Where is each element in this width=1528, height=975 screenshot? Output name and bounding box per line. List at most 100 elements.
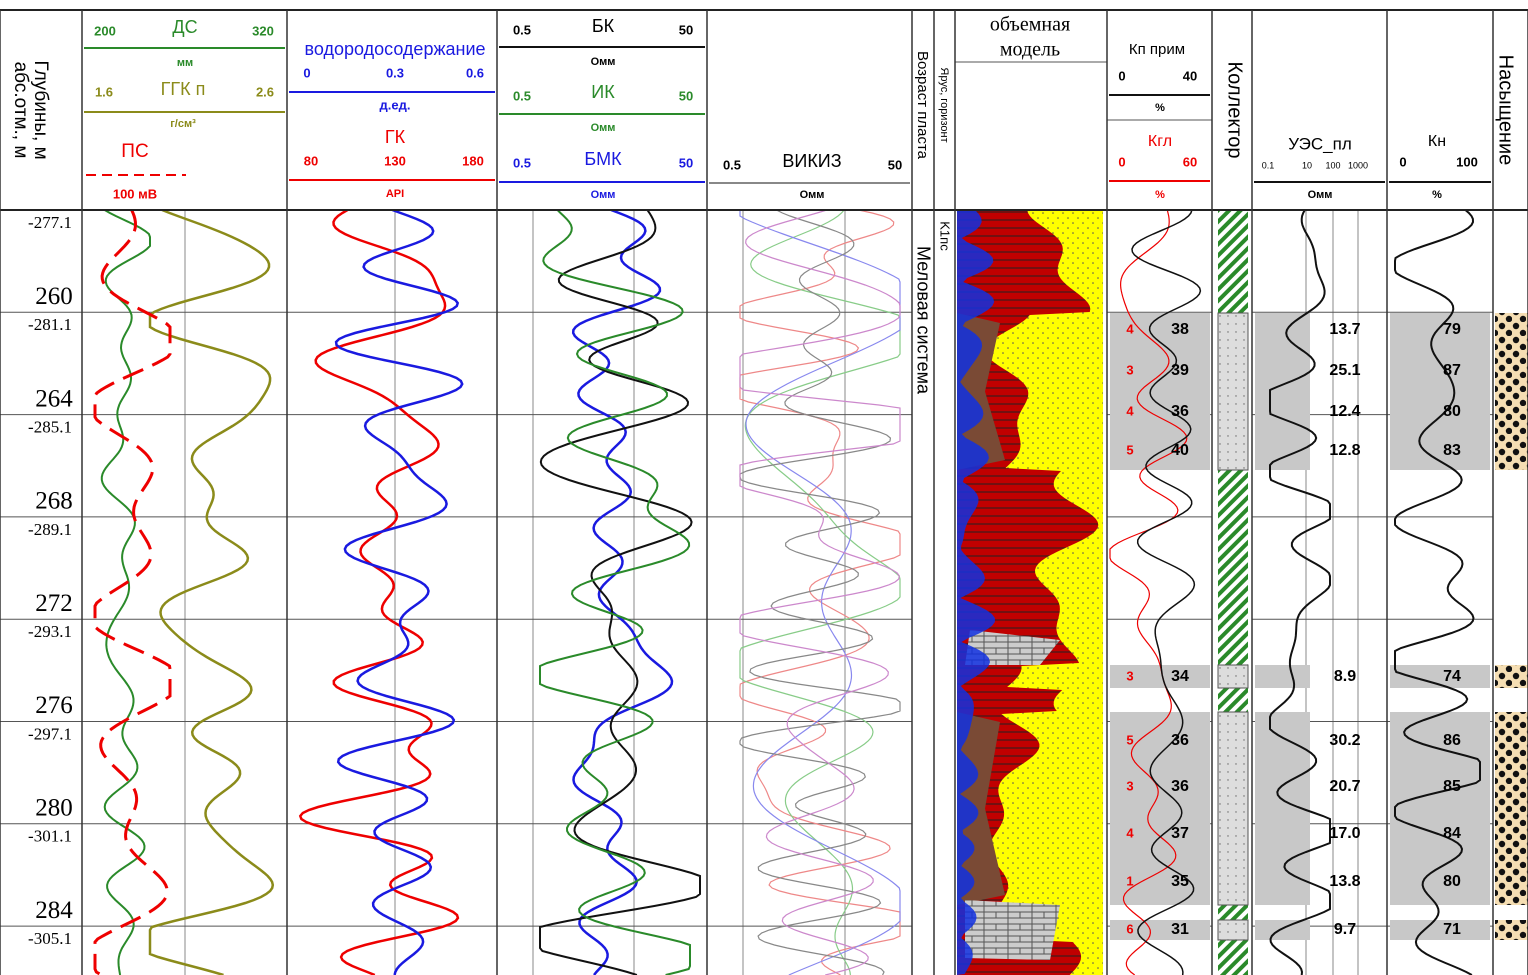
kgl-value: 5 (1126, 732, 1133, 747)
kn-value: 86 (1443, 732, 1461, 749)
ues-value: 17.0 (1329, 825, 1360, 842)
log-curve (336, 210, 462, 975)
unit: д.ед. (380, 97, 411, 112)
ues-value: 12.8 (1329, 442, 1360, 459)
depth-label: 272 (35, 590, 73, 617)
interval-band (1110, 665, 1210, 688)
scale-tick: 100 (1325, 160, 1340, 170)
kp-value: 36 (1171, 403, 1189, 420)
ues-value: 8.9 (1334, 668, 1356, 685)
ues-value: 20.7 (1329, 778, 1360, 795)
kgl-value: 3 (1126, 668, 1133, 683)
kn-value: 71 (1443, 921, 1461, 938)
curve-name: ПС (121, 141, 148, 162)
abs-mark: -281.1 (28, 315, 72, 334)
well-log: -277.1-281.1260-285.1264-289.1268-293.12… (0, 0, 1528, 975)
scale-max: 50 (679, 88, 693, 103)
curve-name: водородосодержание (304, 39, 485, 59)
kp-value: 34 (1171, 668, 1189, 685)
interval-band (1110, 920, 1210, 940)
brick (965, 900, 1060, 960)
kgl-value: 4 (1126, 403, 1134, 418)
curve-name: БМК (584, 149, 622, 169)
interval-band (1255, 665, 1310, 688)
depth-header: абс.отм., м (10, 62, 31, 159)
scale-min: 0.5 (513, 88, 531, 103)
kgl-value: 3 (1126, 778, 1133, 793)
depth-label: 276 (35, 692, 73, 719)
curve-name: Кп прим (1129, 41, 1185, 58)
scale-max: 50 (888, 157, 902, 172)
kn-value: 84 (1443, 825, 1461, 842)
kn-value: 85 (1443, 778, 1461, 795)
ues-value: 13.8 (1329, 873, 1360, 890)
interval-band (1390, 712, 1490, 905)
curve-name: ДС (172, 17, 197, 37)
curve-name: БК (592, 16, 615, 36)
depth-label: 280 (35, 795, 73, 822)
depth-label: 264 (35, 385, 73, 412)
saturation (1495, 313, 1528, 470)
stage-header: Ярус, горизонт (938, 67, 950, 142)
abs-mark: -289.1 (28, 520, 72, 539)
scale-max: 40 (1183, 68, 1197, 83)
kgl-value: 1 (1126, 873, 1133, 888)
abs-mark: -305.1 (28, 929, 72, 948)
kn-value: 79 (1443, 321, 1461, 338)
interval-band (1110, 712, 1210, 905)
kgl-value: 5 (1126, 442, 1133, 457)
scale-min: 0 (1118, 68, 1125, 83)
kn-value: 80 (1443, 403, 1461, 420)
curve-name: ВИКИЗ (782, 151, 841, 171)
curve-name: ГК (385, 127, 406, 147)
curve-name: Кгл (1148, 133, 1172, 150)
kn-value: 87 (1443, 362, 1461, 379)
kgl-value: 4 (1126, 825, 1134, 840)
collector-box (1218, 313, 1248, 470)
log-curve (300, 210, 458, 975)
interval-band (1390, 920, 1490, 940)
saturation (1495, 920, 1528, 940)
scale-max: 100 (1456, 154, 1478, 169)
log-curve (95, 210, 170, 975)
scale-min: 0.5 (723, 157, 741, 172)
kp-value: 35 (1171, 873, 1189, 890)
unit: г/см³ (170, 118, 196, 130)
kn-value: 74 (1443, 668, 1461, 685)
unit: мм (177, 57, 193, 69)
depth-header: Глубины, м (30, 60, 51, 159)
scale-min: 1.6 (95, 84, 113, 99)
kp-value: 37 (1171, 825, 1189, 842)
unit: 100 мВ (113, 186, 157, 201)
age-header: Возраст пласта (914, 51, 931, 160)
model-header: объемная (990, 14, 1070, 36)
saturation (1495, 665, 1528, 688)
interval-band (1110, 313, 1210, 470)
kp-value: 39 (1171, 362, 1189, 379)
depth-label: 268 (35, 488, 73, 515)
collector-header: Коллектор (1224, 62, 1246, 159)
stage-value: K1пс (938, 221, 953, 251)
collector-box (1218, 712, 1248, 905)
saturation (1495, 712, 1528, 905)
ues-value: 25.1 (1329, 362, 1360, 379)
abs-mark: -297.1 (28, 724, 72, 743)
page: -277.1-281.1260-285.1264-289.1268-293.12… (0, 0, 1528, 975)
scale-tick: 1000 (1348, 160, 1368, 170)
scale-min: 0.5 (513, 22, 531, 37)
depth-label: 284 (35, 897, 73, 924)
kp-value: 38 (1171, 321, 1189, 338)
kgl-value: 6 (1126, 921, 1133, 936)
kn-value: 83 (1443, 442, 1461, 459)
scale-max: 50 (679, 22, 693, 37)
curve-name: Кн (1428, 133, 1446, 150)
scale-tick: 0.3 (386, 65, 404, 80)
collector-box (1218, 665, 1248, 688)
saturation-header: Насыщение (1495, 55, 1517, 166)
kn-value: 80 (1443, 873, 1461, 890)
unit: Омм (591, 122, 616, 134)
kp-value: 40 (1171, 442, 1189, 459)
scale-tick: 130 (384, 153, 406, 168)
kgl-value: 3 (1126, 362, 1133, 377)
unit: Омм (800, 189, 825, 201)
